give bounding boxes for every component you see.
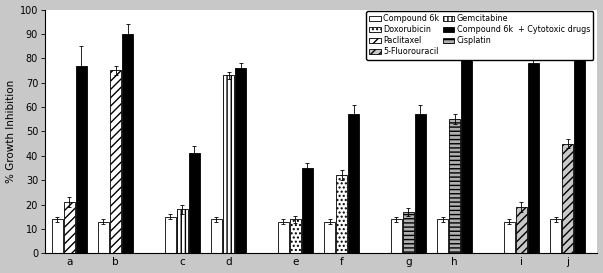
Bar [461,51,472,253]
Bar [336,175,347,253]
Bar [437,219,448,253]
Bar [177,209,188,253]
Bar [189,153,200,253]
Bar [415,114,426,253]
Bar [223,75,234,253]
Bar [165,217,175,253]
Bar [449,119,460,253]
Bar [348,114,359,253]
Bar [290,219,301,253]
Bar [110,70,121,253]
Legend: Compound 6k, Doxorubicin, Paclitaxel, 5-Fluorouracil, Gemcitabine, Compound 6k  : Compound 6k, Doxorubicin, Paclitaxel, 5-… [366,11,593,60]
Bar [76,66,87,253]
Bar [64,202,75,253]
Bar [122,34,133,253]
Bar [211,219,222,253]
Bar [391,219,402,253]
Y-axis label: % Growth Inhibition: % Growth Inhibition [5,80,16,183]
Bar [235,68,247,253]
Bar [574,34,586,253]
Bar [528,63,539,253]
Bar [52,219,63,253]
Bar [562,144,573,253]
Bar [516,207,527,253]
Bar [324,222,335,253]
Bar [98,222,109,253]
Bar [504,222,515,253]
Bar [550,219,561,253]
Bar [277,222,289,253]
Bar [403,212,414,253]
Bar [302,168,313,253]
